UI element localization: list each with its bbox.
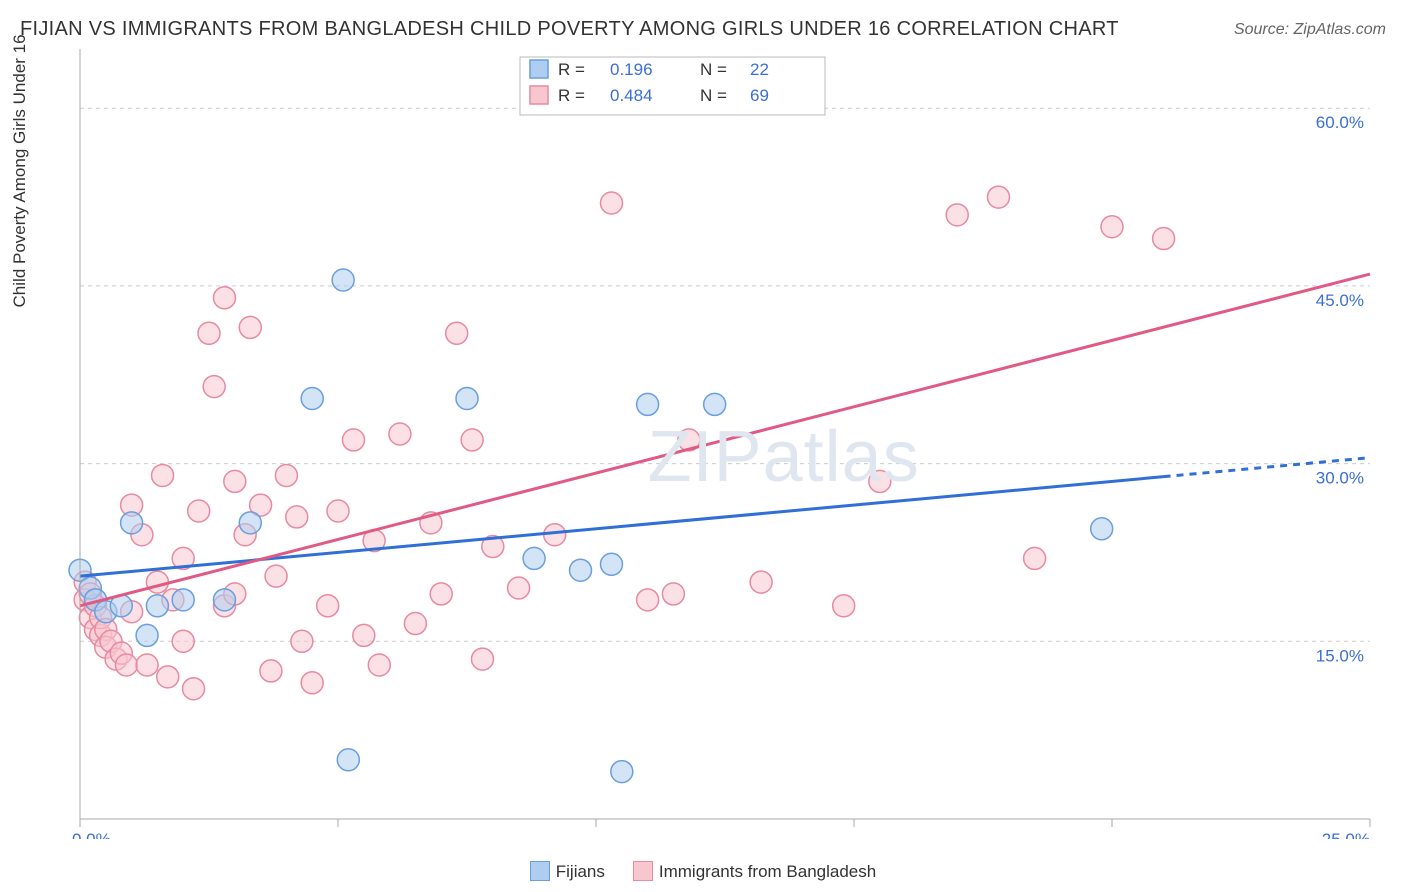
- data-point: [611, 761, 633, 783]
- data-point: [213, 287, 235, 309]
- data-point: [637, 589, 659, 611]
- legend-label: Immigrants from Bangladesh: [659, 862, 876, 881]
- chart-area: Child Poverty Among Girls Under 16 15.0%…: [20, 49, 1386, 839]
- data-point: [317, 595, 339, 617]
- data-point: [239, 316, 261, 338]
- data-point: [987, 186, 1009, 208]
- data-point: [260, 660, 282, 682]
- data-point: [523, 547, 545, 569]
- y-tick-label: 45.0%: [1316, 291, 1364, 310]
- data-point: [239, 512, 261, 534]
- data-point: [461, 429, 483, 451]
- legend-r-value: 0.484: [610, 86, 653, 105]
- data-point: [291, 630, 313, 652]
- data-point: [115, 654, 137, 676]
- data-point: [136, 654, 158, 676]
- legend-r-value: 0.196: [610, 60, 653, 79]
- data-point: [600, 192, 622, 214]
- data-point: [833, 595, 855, 617]
- data-point: [301, 672, 323, 694]
- data-point: [172, 589, 194, 611]
- data-point: [342, 429, 364, 451]
- chart-title: FIJIAN VS IMMIGRANTS FROM BANGLADESH CHI…: [20, 18, 1119, 41]
- data-point: [224, 470, 246, 492]
- data-point: [301, 387, 323, 409]
- data-point: [265, 565, 287, 587]
- legend-r-label: R =: [558, 60, 585, 79]
- data-point: [146, 571, 168, 593]
- legend-item: Immigrants from Bangladesh: [633, 861, 876, 882]
- data-point: [446, 322, 468, 344]
- data-point: [508, 577, 530, 599]
- data-point: [1153, 228, 1175, 250]
- data-point: [600, 553, 622, 575]
- data-point: [286, 506, 308, 528]
- data-point: [637, 393, 659, 415]
- data-point: [750, 571, 772, 593]
- data-point: [327, 500, 349, 522]
- x-tick-label: 25.0%: [1322, 830, 1370, 839]
- data-point: [662, 583, 684, 605]
- y-axis-label: Child Poverty Among Girls Under 16: [10, 34, 30, 307]
- data-point: [389, 423, 411, 445]
- data-point: [188, 500, 210, 522]
- chart-source: Source: ZipAtlas.com: [1234, 21, 1386, 39]
- data-point: [275, 464, 297, 486]
- x-tick-label: 0.0%: [72, 830, 111, 839]
- data-point: [121, 512, 143, 534]
- data-point: [404, 613, 426, 635]
- scatter-chart: 15.0% 30.0% 45.0% 60.0% 0.0% 25.0% R = 0.196 N =…: [20, 49, 1386, 839]
- data-point: [136, 624, 158, 646]
- data-point: [146, 595, 168, 617]
- data-point: [198, 322, 220, 344]
- data-point: [946, 204, 968, 226]
- data-point: [353, 624, 375, 646]
- legend-label: Fijians: [556, 862, 605, 881]
- data-point: [152, 464, 174, 486]
- data-point: [213, 589, 235, 611]
- data-point: [869, 470, 891, 492]
- legend-swatch: [633, 861, 653, 881]
- chart-header: FIJIAN VS IMMIGRANTS FROM BANGLADESH CHI…: [0, 0, 1406, 49]
- legend-swatch: [530, 86, 548, 104]
- legend-r-label: R =: [558, 86, 585, 105]
- series-legend: Fijians Immigrants from Bangladesh: [0, 861, 1406, 882]
- legend-n-value: 22: [750, 60, 769, 79]
- legend-n-label: N =: [700, 60, 727, 79]
- data-point: [471, 648, 493, 670]
- y-tick-label: 30.0%: [1316, 469, 1364, 488]
- data-point: [1024, 547, 1046, 569]
- data-point: [570, 559, 592, 581]
- data-point: [430, 583, 452, 605]
- data-point: [157, 666, 179, 688]
- legend-item: Fijians: [530, 861, 605, 882]
- legend-n-label: N =: [700, 86, 727, 105]
- data-point: [1101, 216, 1123, 238]
- data-point: [456, 387, 478, 409]
- y-tick-label: 60.0%: [1316, 113, 1364, 132]
- data-point: [183, 678, 205, 700]
- legend-swatch: [530, 861, 550, 881]
- trend-line: [80, 274, 1370, 606]
- data-point: [203, 376, 225, 398]
- y-tick-label: 15.0%: [1316, 646, 1364, 665]
- data-point: [172, 630, 194, 652]
- data-point: [1091, 518, 1113, 540]
- legend-n-value: 69: [750, 86, 769, 105]
- data-point: [704, 393, 726, 415]
- data-point: [337, 749, 359, 771]
- data-point: [368, 654, 390, 676]
- data-point: [332, 269, 354, 291]
- legend-swatch: [530, 60, 548, 78]
